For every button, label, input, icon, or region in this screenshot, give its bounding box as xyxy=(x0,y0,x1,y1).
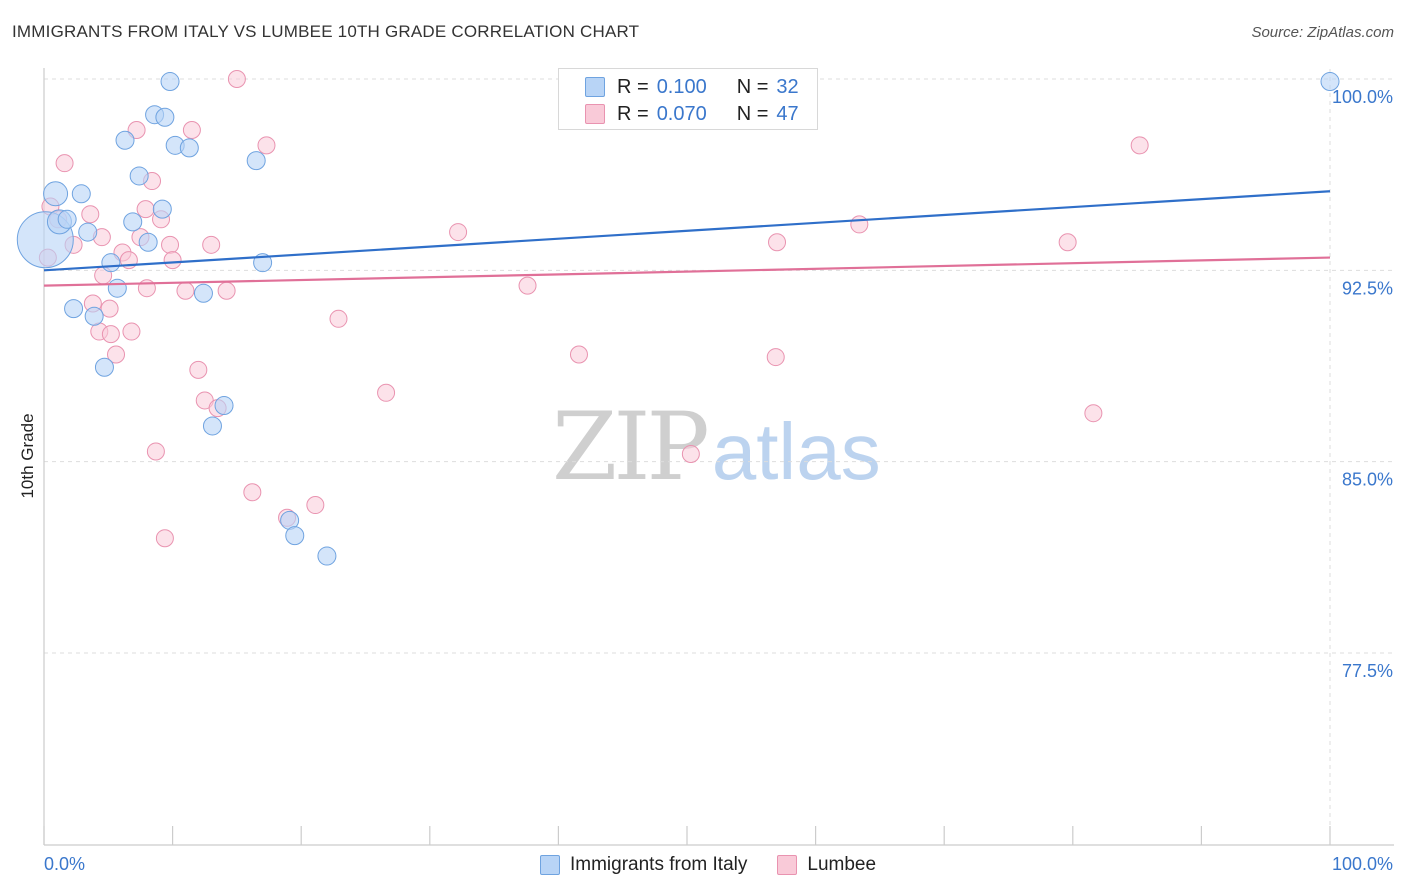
italy-point xyxy=(138,232,158,252)
lumbee-point xyxy=(146,442,165,461)
italy-point xyxy=(317,546,337,566)
italy-point xyxy=(193,283,213,303)
lumbee-point xyxy=(306,496,325,515)
lumbee-point xyxy=(1058,233,1077,252)
lumbee-point xyxy=(768,233,787,252)
lumbee-point xyxy=(257,136,276,155)
legend-label-lumbee: Lumbee xyxy=(807,854,877,875)
y-tick-label: 77.5% xyxy=(1342,661,1393,681)
n-value: 47 xyxy=(776,102,799,125)
italy-point xyxy=(1320,72,1340,92)
lumbee-trend-line xyxy=(43,256,1331,287)
italy-point xyxy=(101,253,121,273)
r-label: R = xyxy=(617,75,649,98)
lumbee-point xyxy=(329,309,348,328)
y-tick-label: 92.5% xyxy=(1342,278,1393,298)
lumbee-point xyxy=(766,348,785,367)
lumbee-point xyxy=(217,281,236,300)
legend-item-lumbee[interactable]: Lumbee xyxy=(777,854,876,876)
stats-row-italy: R = 0.100 N = 32 xyxy=(585,74,799,100)
italy-point xyxy=(78,222,98,242)
lumbee-point xyxy=(136,200,155,219)
italy-point xyxy=(214,396,234,416)
lumbee-point xyxy=(243,483,262,502)
italy-point xyxy=(285,526,305,546)
italy-point xyxy=(115,130,135,150)
italy-point xyxy=(57,209,77,229)
italy-point xyxy=(43,181,69,207)
y-tick-label: 100.0% xyxy=(1332,87,1393,107)
lumbee-point xyxy=(518,276,537,295)
watermark: ZIPatlas xyxy=(552,400,881,495)
lumbee-point xyxy=(81,205,100,224)
legend-item-italy[interactable]: Immigrants from Italy xyxy=(540,854,747,876)
lumbee-point xyxy=(1084,404,1103,423)
r-value: 0.100 xyxy=(656,75,707,98)
lumbee-point xyxy=(182,121,201,140)
r-value: 0.070 xyxy=(656,102,707,125)
series-legend: Immigrants from Italy Lumbee xyxy=(540,852,906,878)
italy-point xyxy=(84,306,104,326)
source-credit: Source: ZipAtlas.com xyxy=(1251,24,1394,41)
legend-label-italy: Immigrants from Italy xyxy=(570,854,748,875)
lumbee-legend-swatch xyxy=(777,855,798,875)
lumbee-point xyxy=(101,325,120,344)
italy-point xyxy=(129,166,149,186)
lumbee-point xyxy=(189,360,208,379)
y-tick-label: 85.0% xyxy=(1342,470,1393,490)
x-tick-label: 0.0% xyxy=(44,854,85,874)
x-tick-label: 100.0% xyxy=(1332,854,1393,874)
italy-trend-line xyxy=(43,190,1331,272)
lumbee-point xyxy=(377,383,396,402)
italy-point xyxy=(64,299,84,319)
lumbee-point xyxy=(100,299,119,318)
y-axis-label: 10th Grade xyxy=(18,413,37,499)
lumbee-point xyxy=(850,215,869,234)
n-label: N = xyxy=(736,102,769,125)
stats-row-lumbee: R = 0.070 N = 47 xyxy=(585,101,799,127)
italy-point xyxy=(71,184,91,204)
lumbee-point xyxy=(176,281,195,300)
lumbee-point xyxy=(122,322,141,341)
n-value: 32 xyxy=(776,75,799,98)
lumbee-swatch xyxy=(585,104,605,124)
italy-point xyxy=(179,138,199,158)
italy-point xyxy=(152,199,172,219)
italy-point xyxy=(246,151,266,171)
italy-point xyxy=(160,72,180,92)
lumbee-point xyxy=(55,154,74,173)
n-label: N = xyxy=(736,75,769,98)
italy-swatch xyxy=(585,77,605,97)
watermark-atlas: atlas xyxy=(711,407,881,496)
italy-point xyxy=(123,212,143,232)
chart-title: IMMIGRANTS FROM ITALY VS LUMBEE 10TH GRA… xyxy=(12,22,640,41)
watermark-zip: ZIP xyxy=(552,393,710,502)
lumbee-point xyxy=(163,251,182,270)
lumbee-point xyxy=(155,529,174,548)
lumbee-point xyxy=(161,235,180,254)
r-label: R = xyxy=(617,102,649,125)
lumbee-point xyxy=(449,223,468,242)
lumbee-point xyxy=(107,345,126,364)
lumbee-point xyxy=(569,345,588,364)
italy-point xyxy=(94,357,114,377)
italy-legend-swatch xyxy=(540,855,560,875)
stats-legend: R = 0.100 N = 32 R = 0.070 N = 47 xyxy=(558,68,818,130)
italy-point xyxy=(202,416,222,436)
italy-point xyxy=(107,278,127,298)
italy-point xyxy=(155,107,175,127)
lumbee-point xyxy=(681,445,700,464)
lumbee-point xyxy=(227,70,246,88)
lumbee-point xyxy=(202,235,221,254)
lumbee-point xyxy=(1130,136,1149,155)
